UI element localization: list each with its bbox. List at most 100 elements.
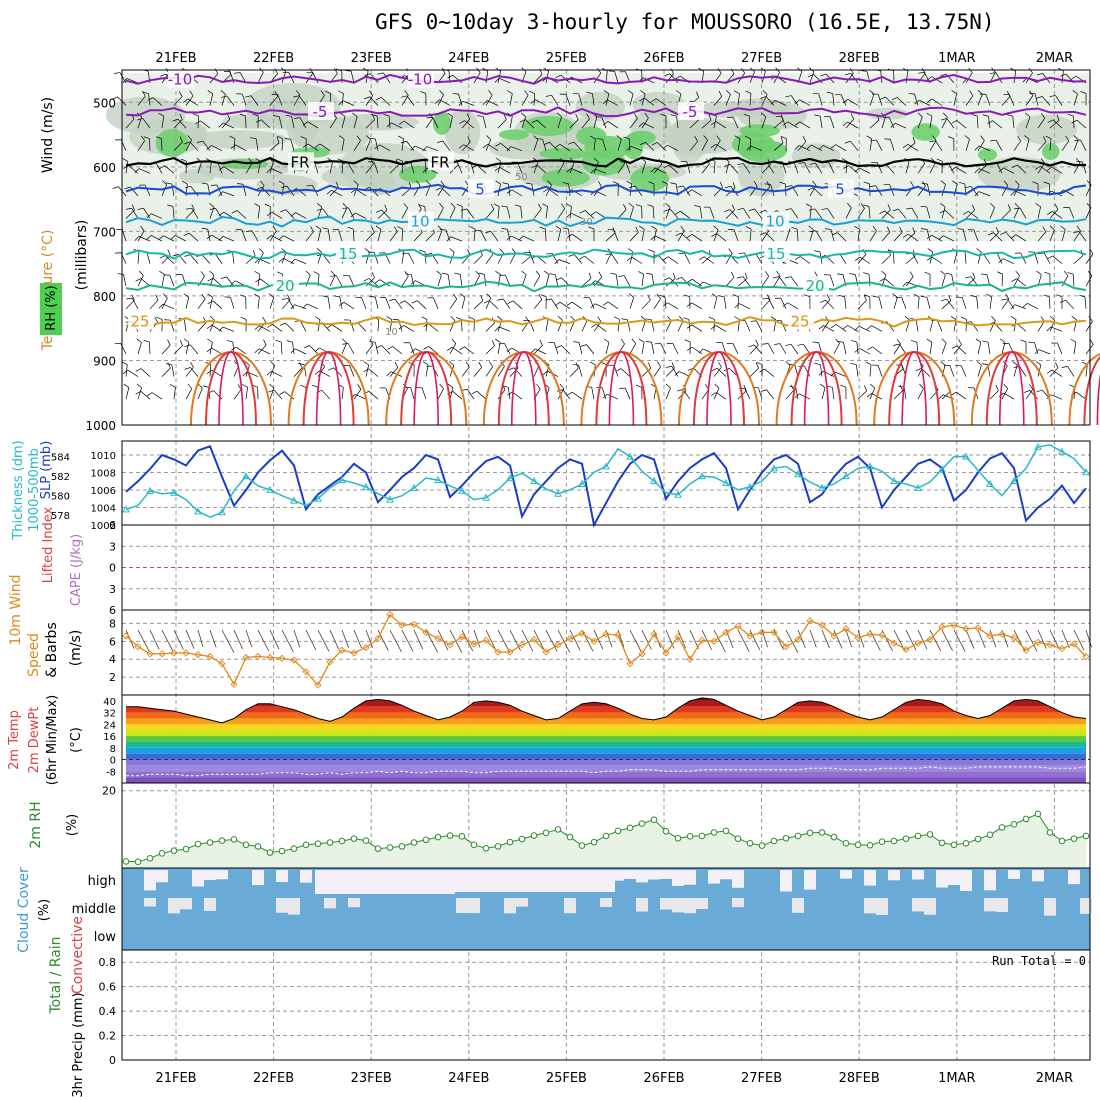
wind-barb-flag <box>326 189 332 195</box>
wind-barb <box>125 387 130 400</box>
wind-barb-flag <box>899 385 903 391</box>
wind-barb <box>404 300 415 310</box>
axis-label-lifted-index: Lifted Index <box>41 506 56 583</box>
wind-barb-flag <box>990 139 997 142</box>
wind-barb <box>686 161 691 174</box>
cloud-gap-high <box>204 870 216 881</box>
wind-barb-flag <box>1035 165 1041 170</box>
rh-marker <box>314 840 322 847</box>
wind-barb-flag <box>426 116 433 119</box>
wind-barb <box>989 207 995 219</box>
wind-barb <box>480 230 487 242</box>
wind-barb <box>1002 258 1015 264</box>
temp-color-band <box>126 765 1086 772</box>
wind-barb-flag <box>478 272 485 275</box>
wind-barb <box>857 300 867 310</box>
thickness-marker <box>554 489 562 497</box>
wind-barb <box>569 206 572 219</box>
wind-barb <box>790 276 799 287</box>
temp-color-band <box>126 697 1086 701</box>
wind-barb <box>1037 117 1046 129</box>
wind-barb <box>669 277 679 287</box>
wind-barb-flag <box>981 363 988 366</box>
wind-barb <box>1025 95 1034 106</box>
wind-barb <box>533 93 536 106</box>
wind-barb-flag <box>864 385 868 392</box>
wind-barb <box>1055 95 1063 106</box>
wind-barb <box>283 235 295 242</box>
thickness-marker <box>866 462 874 470</box>
wind-barb-flag <box>252 113 259 117</box>
wind-barb-flag <box>854 225 860 230</box>
wind-barb <box>1049 138 1052 151</box>
temp-tick-label: 0 <box>110 756 116 767</box>
wind-barb-flag <box>665 383 671 389</box>
wind-barb <box>1052 255 1063 264</box>
wind-barb <box>903 387 907 400</box>
axis-label-rh-pct: (%) <box>65 814 80 837</box>
isotherm-label-bg <box>428 152 454 171</box>
axis-label-ms: (m/s) <box>68 630 84 667</box>
wind-barb <box>175 235 187 242</box>
wind-barb <box>281 252 287 264</box>
wind-barb-flag <box>556 112 562 117</box>
cloud-gap-high <box>720 870 732 880</box>
wind-speed-marker <box>830 632 838 640</box>
wind-barb-flag <box>274 90 279 97</box>
wind-barb-flag <box>921 68 926 74</box>
wind-barb-flag <box>785 343 792 347</box>
temp-contour <box>1068 353 1100 426</box>
wind-barb <box>151 392 163 400</box>
wind-barb <box>235 144 247 151</box>
wind-barb-flag <box>276 137 280 143</box>
cloud-gap-mid <box>924 898 936 915</box>
wind-barb <box>341 207 348 219</box>
wind-barb-flag <box>1014 207 1021 210</box>
cloud-gap-high <box>276 870 288 883</box>
axis-label-rh: RH (%) <box>44 285 59 330</box>
wind-barb-flag <box>298 363 305 366</box>
wind-barb-flag <box>209 202 215 208</box>
wind-barb-flag <box>191 204 195 210</box>
wind-barb <box>533 208 542 219</box>
isotherm-label-bg <box>308 101 334 120</box>
wind-barb-flag <box>794 99 800 104</box>
rh-marker <box>914 832 922 840</box>
wind-barb-flag <box>843 165 849 169</box>
rh-marker <box>590 838 598 846</box>
wind-barb <box>573 141 583 151</box>
wind-barb <box>406 141 415 151</box>
surface-barb <box>329 629 339 650</box>
wind-barb <box>127 369 139 377</box>
wind-barb-flag <box>425 253 432 255</box>
wind-barb <box>521 255 532 264</box>
wind-barb-flag <box>268 389 275 393</box>
wind-barb-flag <box>368 90 373 96</box>
wind-barb-flag <box>610 272 617 275</box>
wind-barb-flag <box>589 135 596 140</box>
wind-barb-flag <box>322 227 329 230</box>
wind-barb-flag <box>696 91 700 98</box>
wind-barb <box>641 274 644 287</box>
wind-barb-flag <box>785 95 792 98</box>
wind-barb-flag <box>919 383 924 389</box>
wind-barb <box>211 234 223 242</box>
wind-barb-flag <box>364 73 371 76</box>
temp-color-band <box>126 753 1086 760</box>
wind-barb <box>161 116 165 129</box>
rh-legend-swatch <box>40 283 62 335</box>
wind-barb-flag <box>273 115 280 117</box>
wind-barb <box>629 118 638 129</box>
rh-patch-mid <box>178 168 215 184</box>
wind-barb-flag <box>300 384 306 388</box>
rh-marker <box>638 820 646 827</box>
thickness-marker <box>122 505 130 513</box>
wind-barb-flag <box>567 391 573 396</box>
wind-barb <box>617 209 627 219</box>
wind-barb <box>271 370 283 377</box>
wind-barb-flag <box>530 99 536 104</box>
wind-barb-flag <box>280 209 286 213</box>
wind-barb-flag <box>734 316 740 320</box>
temp-bands <box>126 697 1086 783</box>
wind-barb-flag <box>1036 270 1042 275</box>
